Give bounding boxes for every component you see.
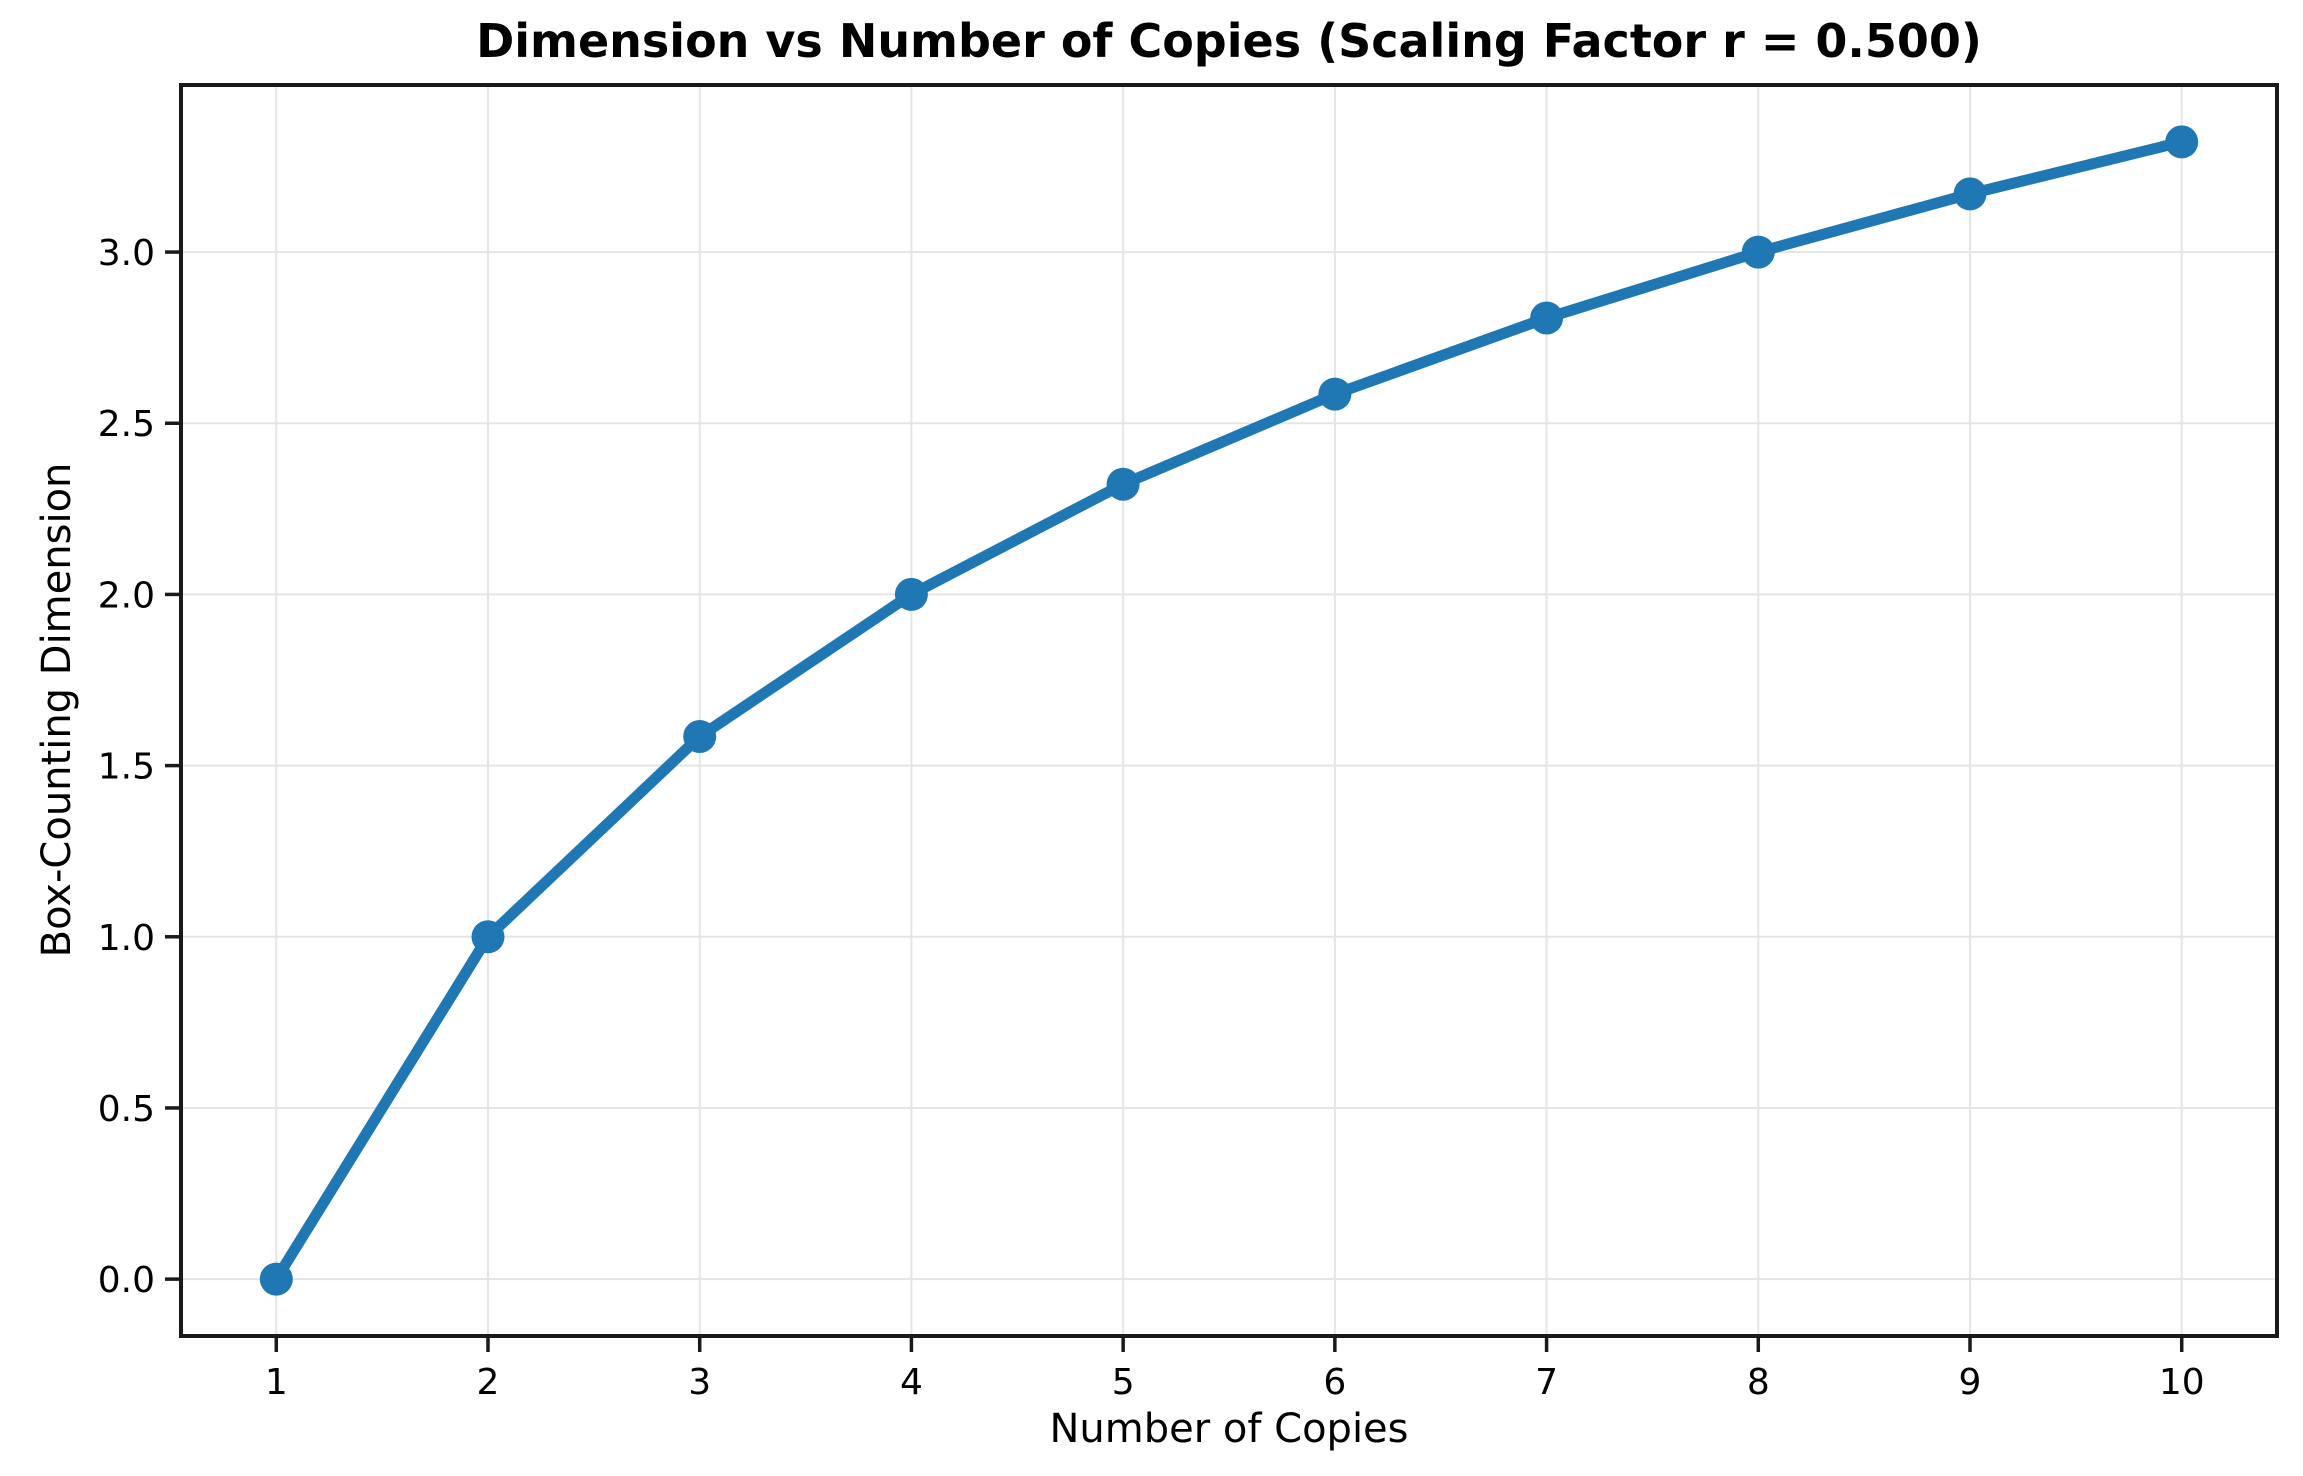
- data-point-marker: [1741, 235, 1775, 269]
- x-axis-label: Number of Copies: [1049, 1406, 1408, 1452]
- data-line: [270, 136, 2188, 1285]
- data-point-marker: [1530, 301, 1564, 335]
- plot-border: [179, 83, 2279, 1338]
- x-tick-label: 2: [477, 1362, 500, 1403]
- y-tick-label: 2.5: [98, 404, 155, 445]
- tick-labels: 1 2 3 4 5 6 7 8 9 10 0.0 0.5 1.0 1.5 2.0 2.5 3.0: [98, 233, 2205, 1403]
- series-line: [270, 136, 2188, 1285]
- x-tick-label: 7: [1535, 1362, 1558, 1403]
- y-tick-label: 0.0: [98, 1260, 155, 1301]
- y-tick-label: 2.0: [98, 575, 155, 616]
- x-tick-label: 8: [1747, 1362, 1770, 1403]
- data-point-marker: [1953, 177, 1987, 211]
- y-tick-label: 0.5: [98, 1089, 155, 1130]
- data-point-marker: [2165, 125, 2199, 159]
- data-point-marker: [1106, 467, 1140, 501]
- x-tick-label: 9: [1959, 1362, 1982, 1403]
- data-points: [259, 125, 2199, 1296]
- x-tick-label: 10: [2159, 1362, 2205, 1403]
- x-tick-label: 5: [1112, 1362, 1135, 1403]
- x-tick-label: 4: [900, 1362, 923, 1403]
- y-tick-label: 1.0: [98, 918, 155, 959]
- data-point-marker: [894, 577, 928, 611]
- data-point-marker: [683, 720, 717, 753]
- y-axis-label: Box-Counting Dimension: [34, 463, 80, 958]
- data-point-marker: [471, 920, 505, 954]
- data-point-marker: [259, 1262, 293, 1296]
- grid: [181, 85, 2277, 1336]
- x-tick-label: 1: [265, 1362, 288, 1403]
- y-tick-label: 1.5: [98, 747, 155, 788]
- y-tick-label: 3.0: [98, 233, 155, 274]
- x-tick-label: 3: [688, 1362, 711, 1403]
- axis-ticks: [165, 250, 2184, 1352]
- data-point-marker: [1318, 377, 1352, 411]
- x-tick-label: 6: [1323, 1362, 1346, 1403]
- chart-title: Dimension vs Number of Copies (Scaling F…: [476, 14, 1982, 68]
